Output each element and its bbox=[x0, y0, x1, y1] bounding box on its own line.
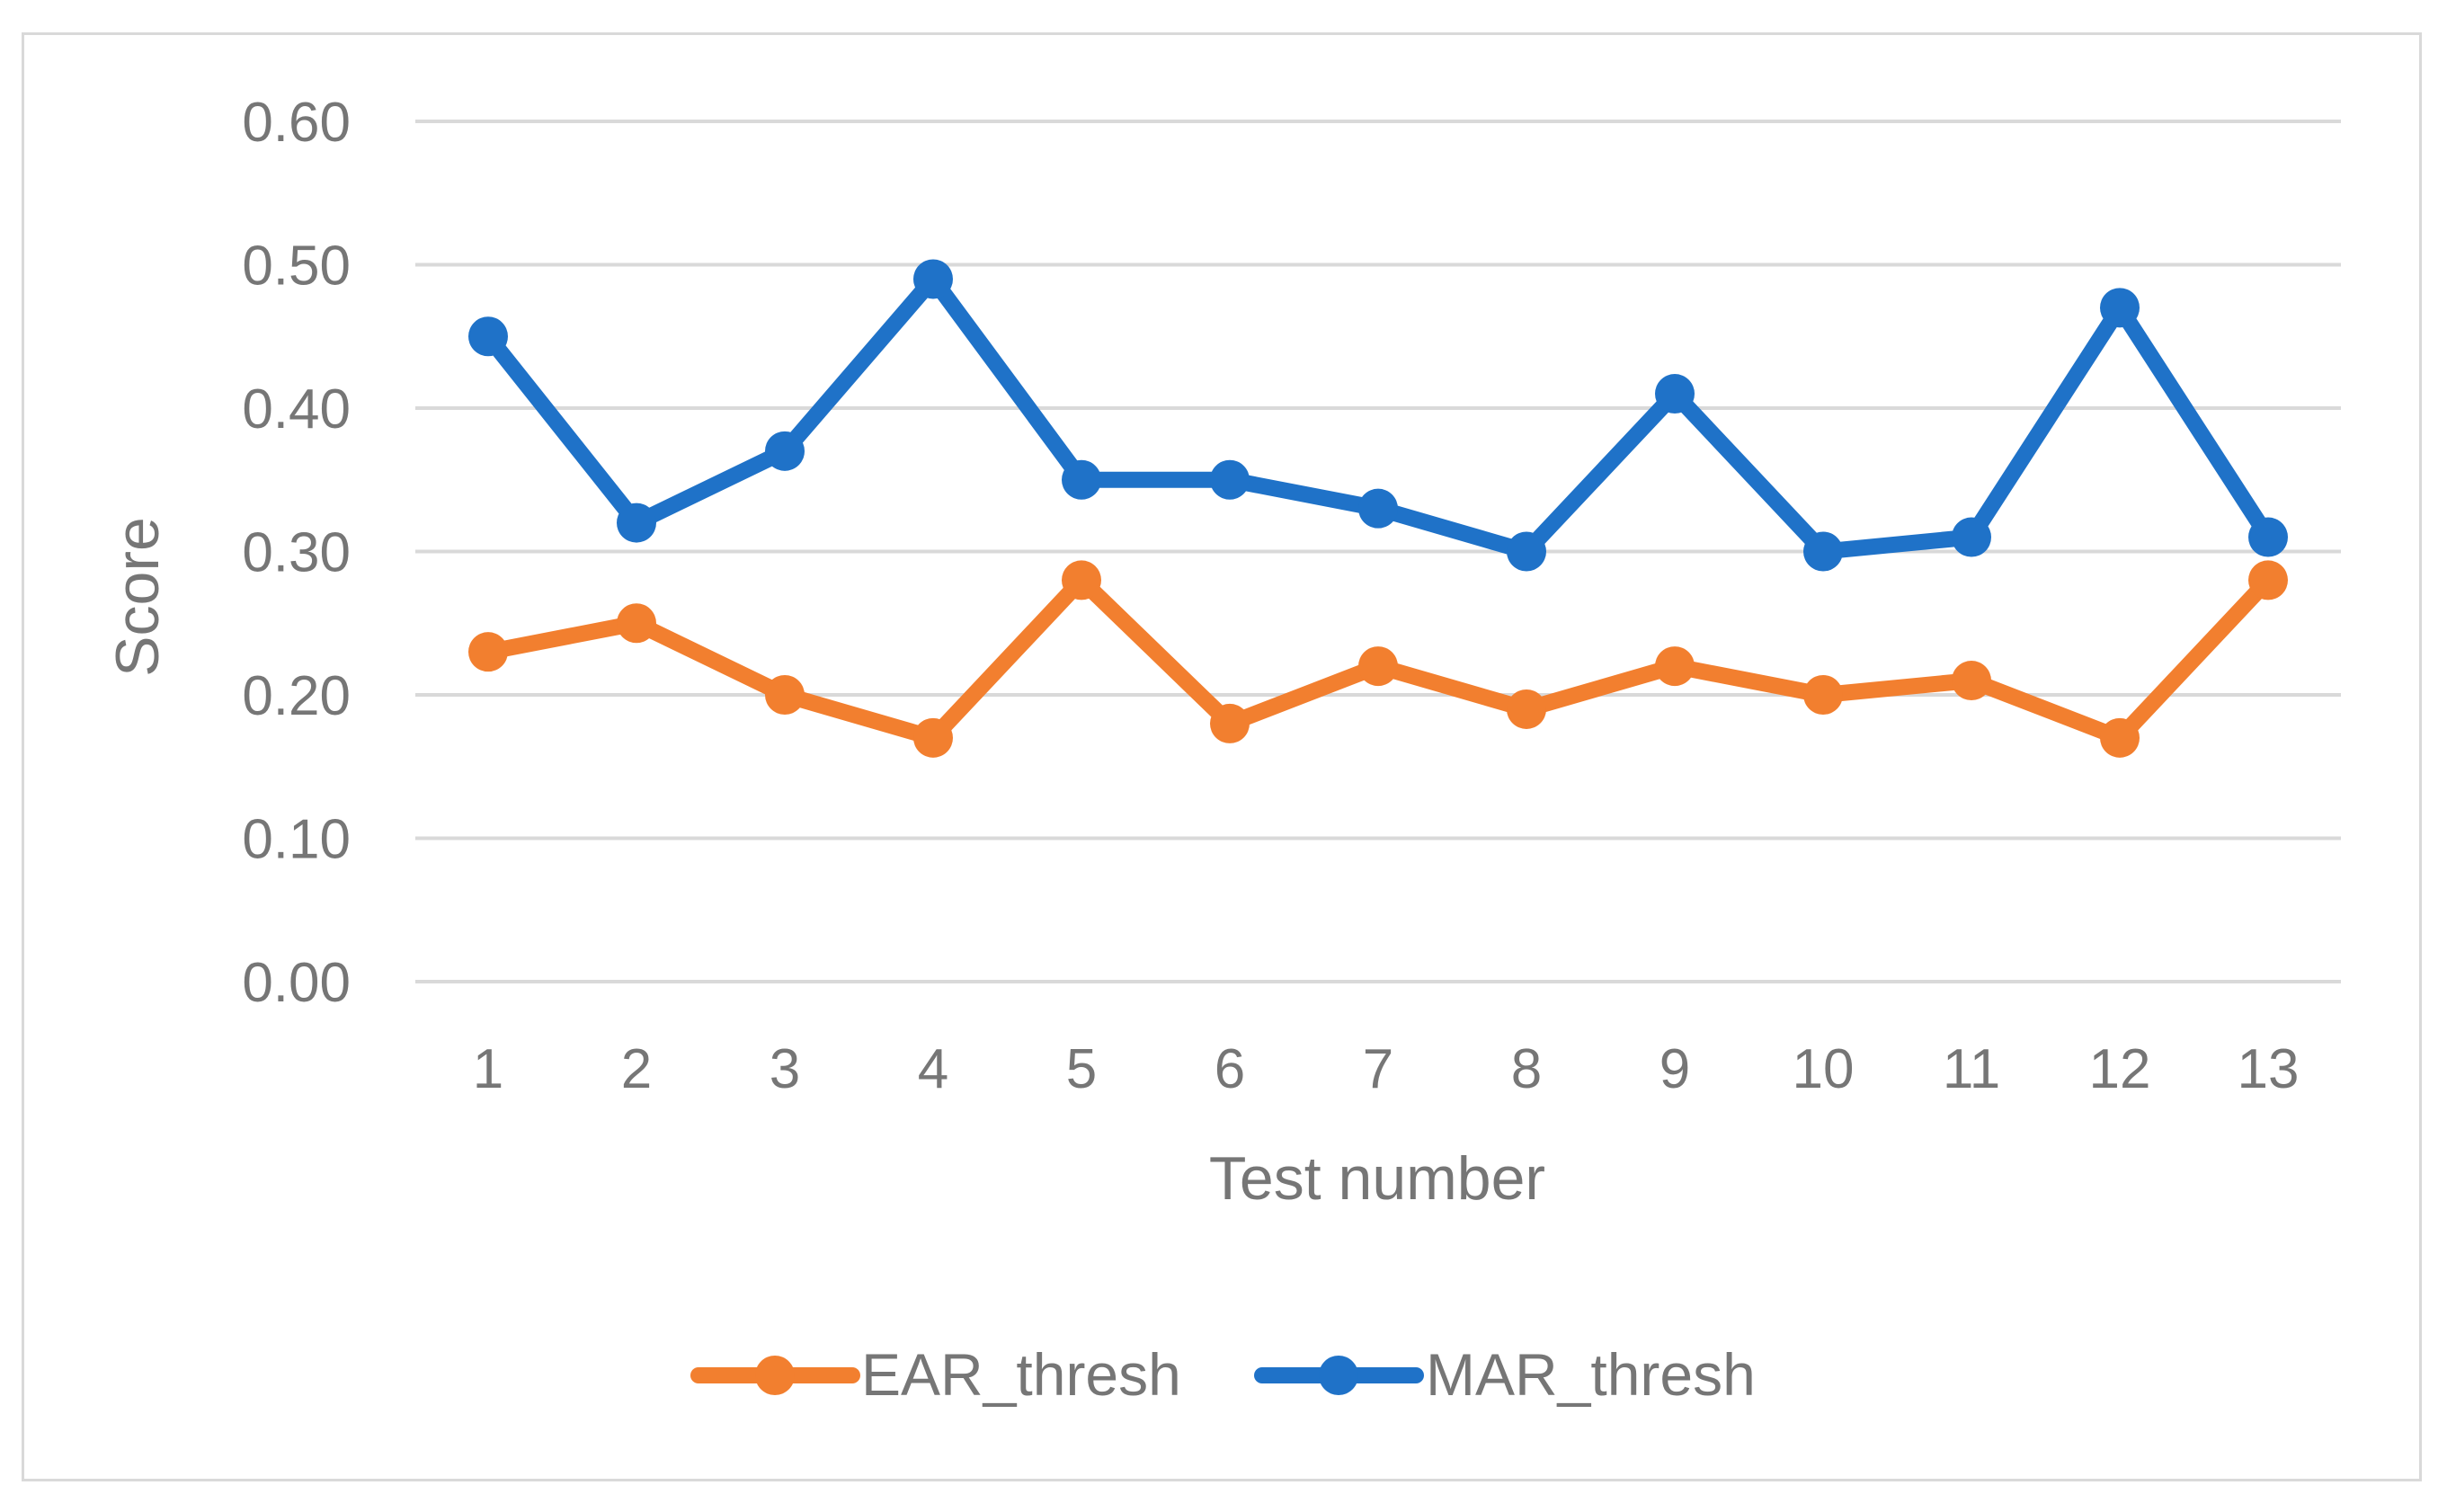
data-point bbox=[1507, 689, 1546, 729]
data-point bbox=[1210, 459, 1250, 500]
data-point bbox=[468, 316, 508, 357]
x-tick-label: 11 bbox=[1943, 1038, 2000, 1100]
x-tick-label: 6 bbox=[1215, 1038, 1245, 1100]
data-point bbox=[1952, 661, 1991, 701]
data-point bbox=[913, 717, 953, 758]
x-tick-label: 2 bbox=[621, 1038, 652, 1100]
data-point bbox=[468, 632, 508, 672]
x-tick-label: 3 bbox=[770, 1038, 800, 1100]
data-point bbox=[1655, 646, 1695, 687]
data-point bbox=[1358, 488, 1398, 529]
y-tick-label: 0.40 bbox=[242, 378, 351, 440]
x-tick-label: 13 bbox=[2238, 1038, 2300, 1100]
y-tick-label: 0.10 bbox=[242, 809, 351, 871]
y-tick-label: 0.50 bbox=[242, 236, 351, 298]
x-tick-label: 4 bbox=[918, 1038, 948, 1100]
legend-label-ear: EAR_thresh bbox=[861, 1341, 1181, 1408]
data-point bbox=[2100, 717, 2140, 758]
x-tick-label: 12 bbox=[2089, 1038, 2151, 1100]
data-point bbox=[765, 431, 805, 471]
x-tick-label: 9 bbox=[1660, 1038, 1690, 1100]
data-point bbox=[1655, 374, 1695, 414]
x-tick-label: 5 bbox=[1066, 1038, 1097, 1100]
data-point bbox=[2100, 288, 2140, 328]
y-tick-label: 0.20 bbox=[242, 665, 351, 727]
x-tick-label: 7 bbox=[1363, 1038, 1393, 1100]
x-tick-label: 10 bbox=[1793, 1038, 1855, 1100]
legend-item-ear: EAR_thresh bbox=[690, 1341, 1181, 1408]
legend: EAR_thresh MAR_thresh bbox=[690, 1341, 1756, 1408]
data-point bbox=[1358, 646, 1398, 687]
data-point bbox=[617, 603, 656, 644]
y-tick-label: 0.60 bbox=[242, 92, 351, 154]
data-series bbox=[468, 259, 2288, 758]
x-tick-label: 8 bbox=[1511, 1038, 1542, 1100]
data-point bbox=[1062, 560, 1101, 600]
series-mar-thresh bbox=[468, 259, 2288, 572]
legend-marker-ear bbox=[755, 1356, 795, 1395]
legend-marker-mar bbox=[1319, 1356, 1358, 1395]
y-tick-label: 0.00 bbox=[242, 952, 351, 1014]
data-point bbox=[913, 259, 953, 299]
data-point bbox=[1952, 517, 1991, 557]
data-point bbox=[2248, 517, 2288, 557]
x-tick-label: 1 bbox=[473, 1038, 503, 1100]
x-axis-ticks: 1 2 3 4 5 6 7 8 9 10 11 12 13 bbox=[473, 1038, 2300, 1100]
x-axis-title: Test number bbox=[1209, 1144, 1545, 1213]
data-point bbox=[617, 503, 656, 543]
y-axis-ticks: 0.00 0.10 0.20 0.30 0.40 0.50 0.60 bbox=[242, 92, 351, 1014]
data-point bbox=[1210, 703, 1250, 743]
legend-item-mar: MAR_thresh bbox=[1254, 1341, 1756, 1408]
data-point bbox=[1507, 531, 1546, 572]
y-axis-title: Score bbox=[103, 517, 172, 677]
data-point bbox=[765, 675, 805, 715]
data-point bbox=[1803, 531, 1843, 572]
legend-label-mar: MAR_thresh bbox=[1426, 1341, 1756, 1408]
data-point bbox=[1803, 675, 1843, 715]
data-point bbox=[2248, 560, 2288, 600]
chart-frame bbox=[22, 32, 2422, 1481]
data-point bbox=[1062, 459, 1101, 500]
gridlines bbox=[415, 120, 2341, 983]
y-tick-label: 0.30 bbox=[242, 522, 351, 584]
series-ear-thresh bbox=[468, 560, 2288, 758]
